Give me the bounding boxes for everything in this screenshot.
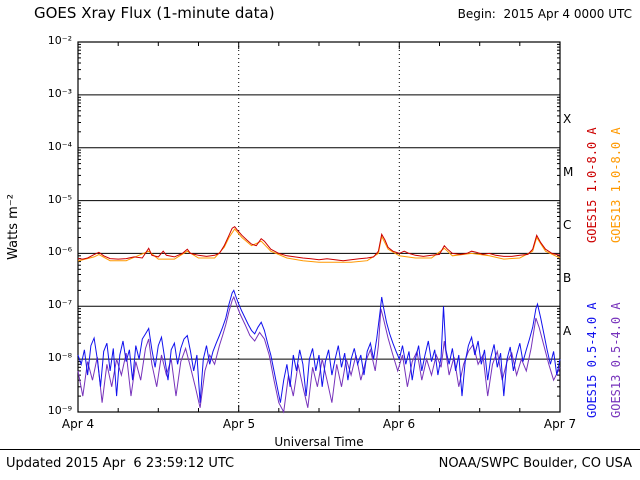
y-tick-label: 10⁻⁵	[47, 193, 72, 206]
updated-timestamp: Updated 2015 Apr 6 23:59:12 UTC	[6, 456, 235, 471]
y-tick-label: 10⁻³	[47, 87, 72, 100]
y-axis-label: Watts m⁻²	[5, 194, 21, 260]
y-tick-label: 10⁻²	[47, 34, 72, 47]
x-tick-label: Apr 5	[222, 417, 256, 431]
page-title: GOES Xray Flux (1-minute data)	[34, 4, 275, 22]
y-tick-label: 10⁻⁷	[47, 298, 72, 311]
flare-class-label: A	[563, 324, 572, 338]
legend-label: GOES15 0.5-4.0 A	[585, 302, 599, 418]
flare-class-label: C	[563, 218, 572, 232]
x-tick-label: Apr 4	[61, 417, 95, 431]
legend-label: GOES13 0.5-4.0 A	[609, 302, 623, 418]
x-tick-label: Apr 6	[382, 417, 416, 431]
begin-timestamp: Begin: 2015 Apr 4 0000 UTC	[457, 7, 632, 21]
plot-frame	[77, 41, 561, 413]
series-goes13-1-0-8-0-a	[77, 228, 561, 263]
series-goes15-0-5-4-0-a	[77, 289, 561, 403]
legend-label: GOES15 1.0-8.0 A	[585, 127, 599, 243]
footer-divider	[0, 449, 640, 450]
y-tick-label: 10⁻⁹	[47, 404, 72, 417]
flare-class-label: X	[563, 112, 572, 126]
x-tick-label: Apr 7	[543, 417, 577, 431]
legend-label: GOES13 1.0-8.0 A	[609, 127, 623, 243]
series-goes15-1-0-8-0-a	[77, 226, 561, 262]
x-axis-label: Universal Time	[274, 435, 364, 449]
flare-class-label: M	[563, 165, 574, 179]
data-source: NOAA/SWPC Boulder, CO USA	[438, 456, 632, 471]
y-tick-label: 10⁻⁴	[47, 140, 72, 153]
series-goes13-0-5-4-0-a	[77, 295, 561, 414]
y-tick-label: 10⁻⁸	[47, 351, 72, 364]
y-tick-label: 10⁻⁶	[47, 245, 72, 258]
flare-class-label: B	[563, 271, 572, 285]
